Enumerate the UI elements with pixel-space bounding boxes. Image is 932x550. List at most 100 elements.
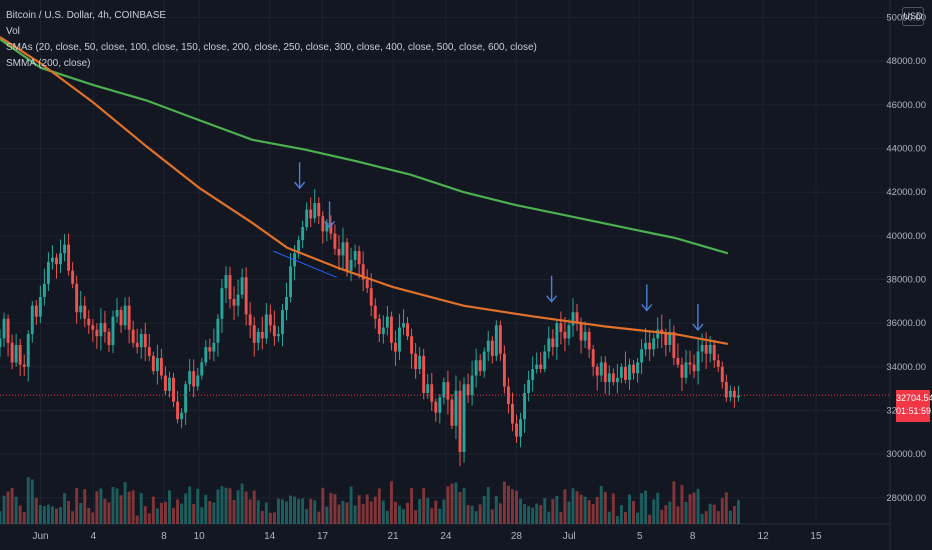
smma-indicator-label[interactable]: SMMA (200, close) xyxy=(6,58,91,69)
volume-bar xyxy=(466,505,470,524)
volume-bar xyxy=(482,495,486,524)
volume-bar xyxy=(393,501,397,524)
volume-bar xyxy=(579,494,583,524)
arrow-down-icon xyxy=(641,284,653,312)
volume-bar xyxy=(305,509,309,524)
volume-bar xyxy=(712,504,716,524)
candle-body xyxy=(168,377,171,391)
volume-bar xyxy=(398,505,401,524)
volume-bar xyxy=(470,505,474,524)
volume-bar xyxy=(418,499,422,524)
candle-body xyxy=(365,279,369,289)
candle-body xyxy=(486,340,490,352)
candle-body xyxy=(450,399,454,426)
volume-bar xyxy=(256,500,260,524)
arrow-down-icon xyxy=(294,162,306,190)
candles xyxy=(0,188,740,467)
volume-bar xyxy=(450,483,454,524)
candle-body xyxy=(18,344,22,365)
candle-body xyxy=(539,364,543,369)
candle-body xyxy=(406,323,410,337)
candle-body xyxy=(341,242,345,256)
candle-body xyxy=(458,390,462,452)
candle-body xyxy=(438,397,442,413)
candle-body xyxy=(579,323,583,341)
candle-body xyxy=(402,323,405,328)
volume-bar xyxy=(591,504,595,524)
volume-bar xyxy=(135,515,139,524)
volume-bar xyxy=(446,486,450,524)
candle-body xyxy=(87,318,91,326)
volume-bar xyxy=(147,513,151,524)
smas-indicator-label[interactable]: SMAs (20, close, 50, close, 100, close, … xyxy=(6,42,537,53)
candle-body xyxy=(236,294,240,306)
candle-body xyxy=(454,390,458,426)
volume-bar xyxy=(6,491,10,524)
volume-bar xyxy=(240,483,244,524)
arrow-head xyxy=(546,295,558,303)
volume-bar xyxy=(704,511,708,524)
candle-body xyxy=(14,344,18,363)
volume-bar xyxy=(38,505,42,524)
last-price-value: 32704.54 xyxy=(896,393,932,403)
moving-average-line xyxy=(0,38,729,255)
volume-bar xyxy=(14,496,18,524)
volume-bar xyxy=(204,494,208,524)
candle-body xyxy=(470,375,474,396)
candle-body xyxy=(648,342,652,350)
currency-selector[interactable]: USD xyxy=(902,7,924,26)
candle-body xyxy=(381,327,385,335)
volume-bar xyxy=(434,500,438,524)
time-tick-label: 14 xyxy=(264,531,276,542)
candle-body xyxy=(466,384,470,396)
candle-body xyxy=(611,373,615,383)
volume-bar xyxy=(652,499,656,524)
candle-body xyxy=(700,344,704,352)
trendline xyxy=(272,250,337,278)
volume-bar xyxy=(264,502,268,524)
candle-body xyxy=(389,316,393,343)
time-tick-label: 4 xyxy=(91,531,97,542)
candle-body xyxy=(59,253,62,265)
candle-body xyxy=(180,412,184,420)
volume-bar xyxy=(272,512,276,524)
candle-body xyxy=(636,362,640,374)
candle-body xyxy=(393,342,397,352)
candle-body xyxy=(591,349,595,367)
volume-bar xyxy=(632,501,635,524)
symbol-title[interactable]: Bitcoin / U.S. Dollar, 4h, COINBASE xyxy=(6,10,167,21)
candle-body xyxy=(519,419,522,437)
volume-bar xyxy=(700,514,704,524)
candle-body xyxy=(184,384,188,413)
volume-bar xyxy=(252,490,256,524)
arrow-down-icon xyxy=(692,304,704,332)
price-tick-label: 40000.00 xyxy=(886,231,926,242)
volume-bar xyxy=(692,492,696,524)
candle-body xyxy=(228,275,232,300)
candle-body xyxy=(724,382,728,398)
candle-body xyxy=(46,262,50,284)
candle-body xyxy=(252,325,256,343)
candle-body xyxy=(571,312,575,326)
volume-bar xyxy=(63,493,67,524)
candle-body xyxy=(115,310,119,317)
volume-indicator-label[interactable]: Vol xyxy=(6,26,20,37)
volume-bar xyxy=(99,488,103,524)
volume-bar xyxy=(595,496,599,524)
volume-bar xyxy=(228,488,232,524)
candle-body xyxy=(728,390,732,398)
volume-bar xyxy=(123,482,127,524)
time-tick-label: 8 xyxy=(690,531,696,542)
volume-bar xyxy=(71,511,75,524)
volume-bar xyxy=(59,506,62,524)
candle-body xyxy=(111,316,115,345)
volume-bars xyxy=(0,477,740,524)
candle-body xyxy=(337,248,341,256)
volume-bar xyxy=(688,494,692,524)
volume-bar xyxy=(458,492,462,524)
volume-bar xyxy=(30,479,34,524)
volume-bar xyxy=(232,500,236,524)
volume-bar xyxy=(672,481,676,524)
volume-bar xyxy=(159,502,163,524)
